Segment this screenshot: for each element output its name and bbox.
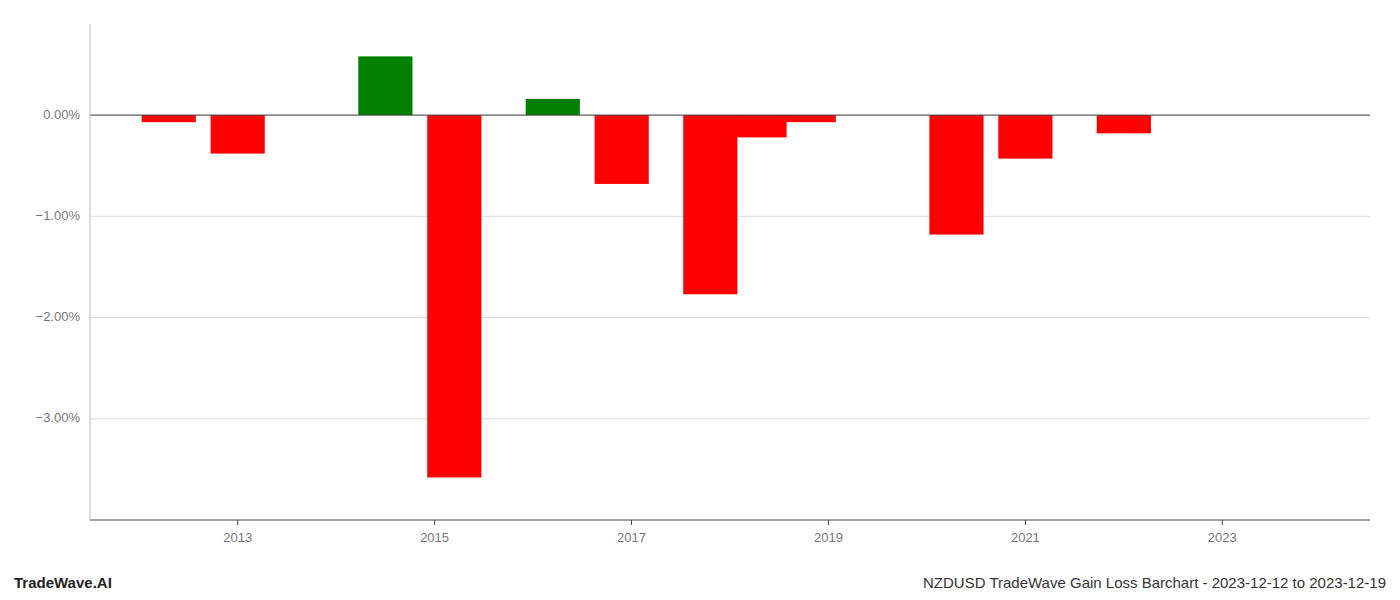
zero-line [90, 115, 1370, 116]
x-tick-label: 2021 [1011, 530, 1040, 545]
x-tick [434, 520, 435, 525]
x-tick-label: 2019 [814, 530, 843, 545]
grid-line [90, 115, 1370, 116]
x-tick [631, 520, 632, 525]
y-axis-line [90, 24, 91, 520]
bar [427, 115, 481, 477]
bar [683, 115, 737, 294]
bar [358, 56, 412, 115]
bar [1097, 115, 1151, 133]
chart-container: 0.00% −1.00% −2.00% −3.00% 2013 2015 2017 2019 2… [0, 0, 1400, 600]
x-tick-label: 2013 [223, 530, 252, 545]
y-tick-label: −1.00% [36, 208, 81, 223]
y-tick-label: 0.00% [43, 107, 80, 122]
x-tick-label: 2023 [1208, 530, 1237, 545]
x-tick [828, 520, 829, 525]
bar [595, 115, 649, 184]
bar [929, 115, 983, 234]
x-tick [237, 520, 238, 525]
y-tick-label: −2.00% [36, 309, 81, 324]
grid-line [90, 418, 1370, 419]
footer-left: TradeWave.AI [14, 574, 112, 591]
bar [211, 115, 265, 153]
y-tick-label: −3.00% [36, 410, 81, 425]
chart-svg: 0.00% −1.00% −2.00% −3.00% 2013 2015 2017 2019 2… [0, 0, 1400, 600]
grid [90, 115, 1370, 419]
bar [526, 99, 580, 115]
bar [142, 115, 196, 122]
x-tick-label: 2017 [617, 530, 646, 545]
bar [782, 115, 836, 122]
x-tick-label: 2015 [420, 530, 449, 545]
bar [998, 115, 1052, 159]
bar [732, 115, 786, 137]
x-tick [1025, 520, 1026, 525]
footer-right: NZDUSD TradeWave Gain Loss Barchart - 20… [923, 574, 1386, 591]
x-tick [1222, 520, 1223, 525]
bars [142, 56, 1151, 477]
grid-line [90, 317, 1370, 318]
x-axis-line [90, 520, 1370, 521]
